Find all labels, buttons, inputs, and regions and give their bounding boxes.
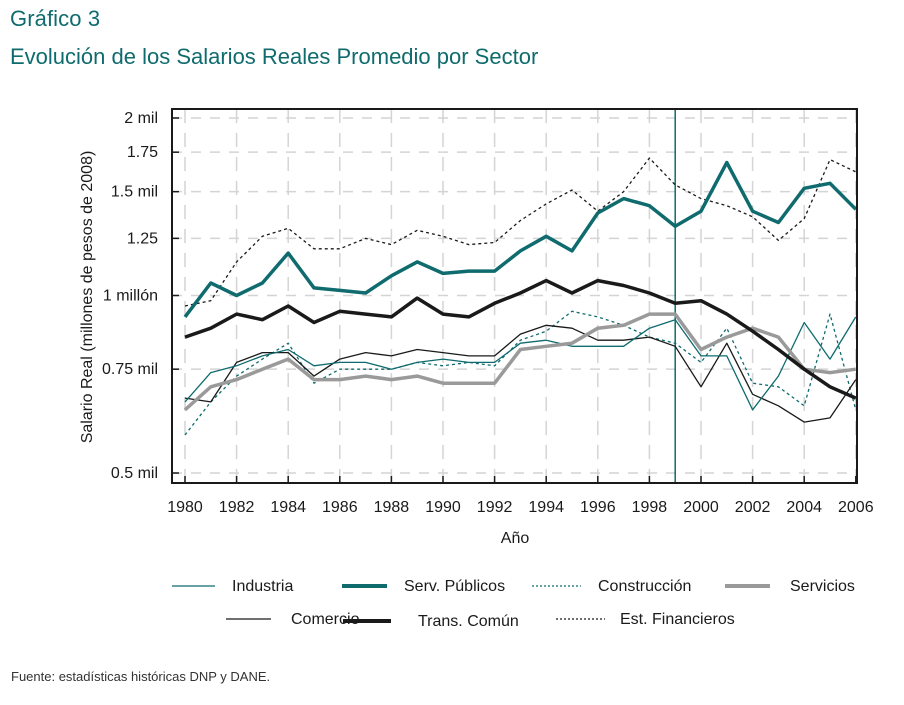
legend-label: Comercio: [291, 611, 360, 628]
legend-label: Serv. Públicos: [404, 578, 505, 595]
legend-label: Servicios: [790, 578, 855, 595]
legend-item: Servicios: [725, 578, 855, 595]
series-line-trans-común: [184, 278, 857, 400]
legend-item: Industria: [172, 578, 293, 595]
figure-number: Gráfico 3: [10, 6, 101, 31]
series-lines: [183, 157, 858, 436]
x-tick-label: 1996: [580, 499, 616, 516]
x-axis: 1980 1982 1984 1986 1988 1990 1992 1994 1996 1998…: [167, 476, 874, 516]
series-line-est-financieros: [184, 157, 857, 307]
legend-label: Construcción: [598, 578, 691, 595]
x-tick-label: 1984: [270, 499, 306, 516]
series-line-servicios: [183, 312, 857, 412]
x-tick-label: 2004: [786, 499, 822, 516]
x-tick-label: 1988: [374, 499, 410, 516]
y-tick-label: 0.75 mil: [102, 361, 158, 378]
series-line-industria: [184, 316, 857, 411]
x-tick-label: 2006: [838, 499, 874, 516]
legend-label: Trans. Común: [418, 613, 519, 630]
y-axis-title: Salario Real (millones de pesos de 2008): [79, 151, 96, 444]
chart-title: Evolución de los Salarios Reales Promedi…: [10, 44, 539, 69]
series-line-construcción: [184, 310, 857, 436]
legend-item: Comercio: [226, 611, 360, 628]
x-tick-label: 2002: [735, 499, 771, 516]
x-tick-label: 1992: [477, 499, 513, 516]
x-tick-label: 1998: [632, 499, 668, 516]
legend-item: Construcción: [532, 578, 691, 595]
x-tick-label: 1986: [322, 499, 358, 516]
series-line-serv-públicos: [183, 160, 858, 318]
y-tick-label: 0.5 mil: [111, 465, 158, 482]
x-tick-label: 2000: [683, 499, 719, 516]
legend-item: Est. Financieros: [556, 611, 735, 628]
series-line-comercio: [184, 324, 857, 423]
legend: Industria Serv. Públicos Construcción Servi…: [172, 578, 855, 630]
y-tick-label: 2 mil: [124, 110, 158, 127]
legend-label: Est. Financieros: [620, 611, 735, 628]
x-tick-label: 1994: [528, 499, 564, 516]
legend-item: Serv. Públicos: [342, 578, 505, 595]
y-tick-label: 1.25: [127, 230, 158, 247]
x-tick-label: 1980: [167, 499, 203, 516]
y-tick-label: 1.75: [127, 144, 158, 161]
legend-label: Industria: [232, 578, 293, 595]
source-note: Fuente: estadísticas históricas DNP y DA…: [11, 669, 271, 684]
x-axis-title: Año: [501, 530, 530, 547]
x-tick-label: 1990: [425, 499, 461, 516]
y-tick-label: 1 millón: [103, 288, 158, 305]
y-tick-label: 1.5 mil: [111, 184, 158, 201]
y-axis: 2 mil 1.75 1.5 mil 1.25 1 millón 0.75 mil 0.5 …: [102, 110, 179, 482]
legend-item: Trans. Común: [343, 613, 519, 630]
x-tick-label: 1982: [219, 499, 255, 516]
